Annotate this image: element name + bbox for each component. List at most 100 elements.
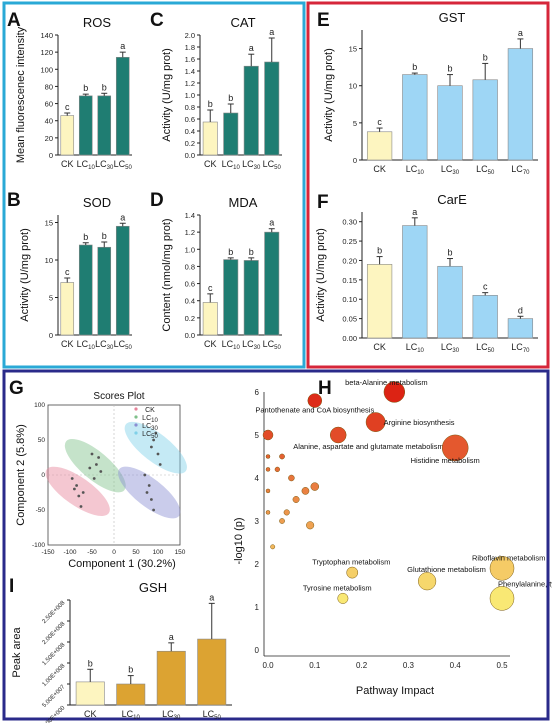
pathway-point — [383, 381, 406, 403]
y-axis-label: Mean fluorescenec intensity — [15, 26, 27, 163]
bar-lc10 — [78, 95, 93, 156]
chart-title: CarE — [437, 192, 467, 207]
y-tick-label: 20 — [45, 134, 53, 143]
x-tick-label: LC10 — [77, 159, 96, 171]
y-axis-label: Content (nmol/mg prot) — [161, 218, 173, 331]
legend-label: LC50 — [142, 431, 158, 440]
score-point — [150, 445, 153, 449]
bar-lc30 — [97, 246, 112, 336]
x-tick-label: CK — [61, 339, 74, 349]
x-tick-label: 0.2 — [356, 661, 368, 670]
y-tick-label: 0.05 — [342, 315, 357, 324]
x-tick-label: LC30 — [441, 342, 460, 354]
frame-metabolomics — [2, 369, 550, 721]
bar-lc50 — [264, 231, 280, 336]
bar-lc50 — [264, 61, 280, 156]
panel-c: C 0.0 0.2 0.4 0.6 0.8 1.0 1.2 1.4 1.6 1.8 2.0 CAT Act… — [150, 10, 282, 171]
score-point — [79, 505, 83, 508]
y-tick-label: 0.2 — [185, 139, 195, 148]
y-tick-label: 80 — [45, 82, 53, 91]
legend-label: LC10 — [142, 415, 158, 424]
pathway-point — [441, 434, 469, 462]
significance-letter: b — [83, 232, 88, 242]
pathway-point — [307, 393, 323, 408]
x-tick-label: LC50 — [476, 164, 495, 176]
x-tick-label: LC30 — [441, 164, 460, 176]
significance-letter: b — [228, 247, 233, 257]
significance-letter: c — [377, 117, 382, 127]
x-tick-label: LC10 — [406, 164, 425, 176]
y-tick-label: 6 — [255, 388, 260, 397]
y-tick-label: 3 — [255, 517, 260, 526]
y-tick-label: 0 — [255, 646, 260, 655]
legend-marker — [134, 423, 138, 427]
bar-lc30 — [243, 260, 259, 336]
score-point — [152, 438, 156, 442]
significance-letter: a — [412, 207, 417, 217]
significance-letter: b — [377, 246, 382, 256]
bar-lc50 — [197, 638, 227, 706]
y-tick-label: -50 — [36, 507, 46, 514]
score-point — [88, 466, 92, 470]
y-tick-label: 1.4 — [185, 67, 195, 76]
pathway-label: Riboflavin metabolism — [472, 553, 545, 562]
confidence-ellipse-lc50 — [124, 421, 187, 474]
pathway-point — [283, 509, 290, 516]
y-tick-label: 1 — [255, 603, 260, 612]
pathway-point — [301, 487, 310, 495]
y-tick-label: 4 — [255, 474, 260, 483]
y-tick-label: 60 — [45, 100, 53, 109]
x-tick-label: -50 — [87, 549, 97, 556]
panel-e: E 0 5 10 15 GST Activity (U/mg prot) c CK b LC10 b L… — [317, 10, 538, 176]
x-tick-label: LC50 — [476, 342, 495, 354]
pathway-point — [489, 556, 515, 581]
score-point — [92, 477, 96, 480]
pathway-label: Tryptophan metabolism — [312, 558, 390, 567]
pathway-label: Glutathione metabolism — [407, 565, 486, 574]
x-tick-label: 50 — [132, 549, 140, 556]
y-tick-label: 2.50E+008 — [42, 600, 67, 625]
y-axis-label: Peak area — [11, 627, 23, 678]
x-tick-label: -100 — [63, 549, 76, 556]
bar-ck — [60, 282, 75, 336]
y-tick-label: 2.0 — [185, 31, 195, 40]
pathway-label: Phenylalanine, tyrosine and tryptophan b… — [498, 579, 552, 588]
x-tick-label: 0.0 — [262, 661, 274, 670]
y-tick-label: 1.0 — [185, 91, 195, 100]
y-tick-label: 0.2 — [185, 314, 195, 323]
score-point — [77, 494, 81, 498]
bar-lc30 — [243, 65, 259, 156]
x-tick-label: LC50 — [203, 709, 222, 721]
pathway-label: Histidine metabolism — [411, 456, 480, 465]
y-tick-label: 15 — [45, 219, 53, 228]
y-tick-label: 0.8 — [185, 262, 195, 271]
y-axis-label: -log10 (p) — [233, 517, 245, 564]
score-point — [145, 491, 149, 494]
chart-title: GSH — [139, 580, 167, 595]
score-point — [75, 484, 78, 487]
panel-letter: D — [150, 190, 164, 211]
significance-letter: b — [249, 247, 254, 257]
score-point — [150, 498, 153, 501]
significance-letter: a — [209, 592, 214, 602]
y-tick-label: 1.0 — [185, 245, 195, 254]
score-point — [99, 470, 103, 473]
x-tick-label: LC30 — [162, 709, 181, 721]
significance-letter: a — [269, 218, 274, 228]
y-tick-label: 1.8 — [185, 43, 195, 52]
x-tick-label: CK — [204, 339, 217, 349]
x-tick-label: LC70 — [511, 342, 530, 354]
legend-marker — [134, 431, 138, 435]
y-tick-label: 100 — [40, 65, 53, 74]
significance-letter: a — [249, 43, 254, 53]
frame-antioxidant — [2, 1, 306, 369]
significance-letter: d — [518, 305, 523, 315]
bar-lc10 — [402, 225, 428, 339]
y-tick-label: 0 — [49, 151, 53, 160]
x-tick-label: 0.1 — [309, 661, 321, 670]
chart-title: ROS — [83, 15, 112, 30]
pathway-point — [274, 466, 281, 473]
significance-letter: a — [518, 28, 523, 38]
pathway-point — [292, 496, 300, 503]
